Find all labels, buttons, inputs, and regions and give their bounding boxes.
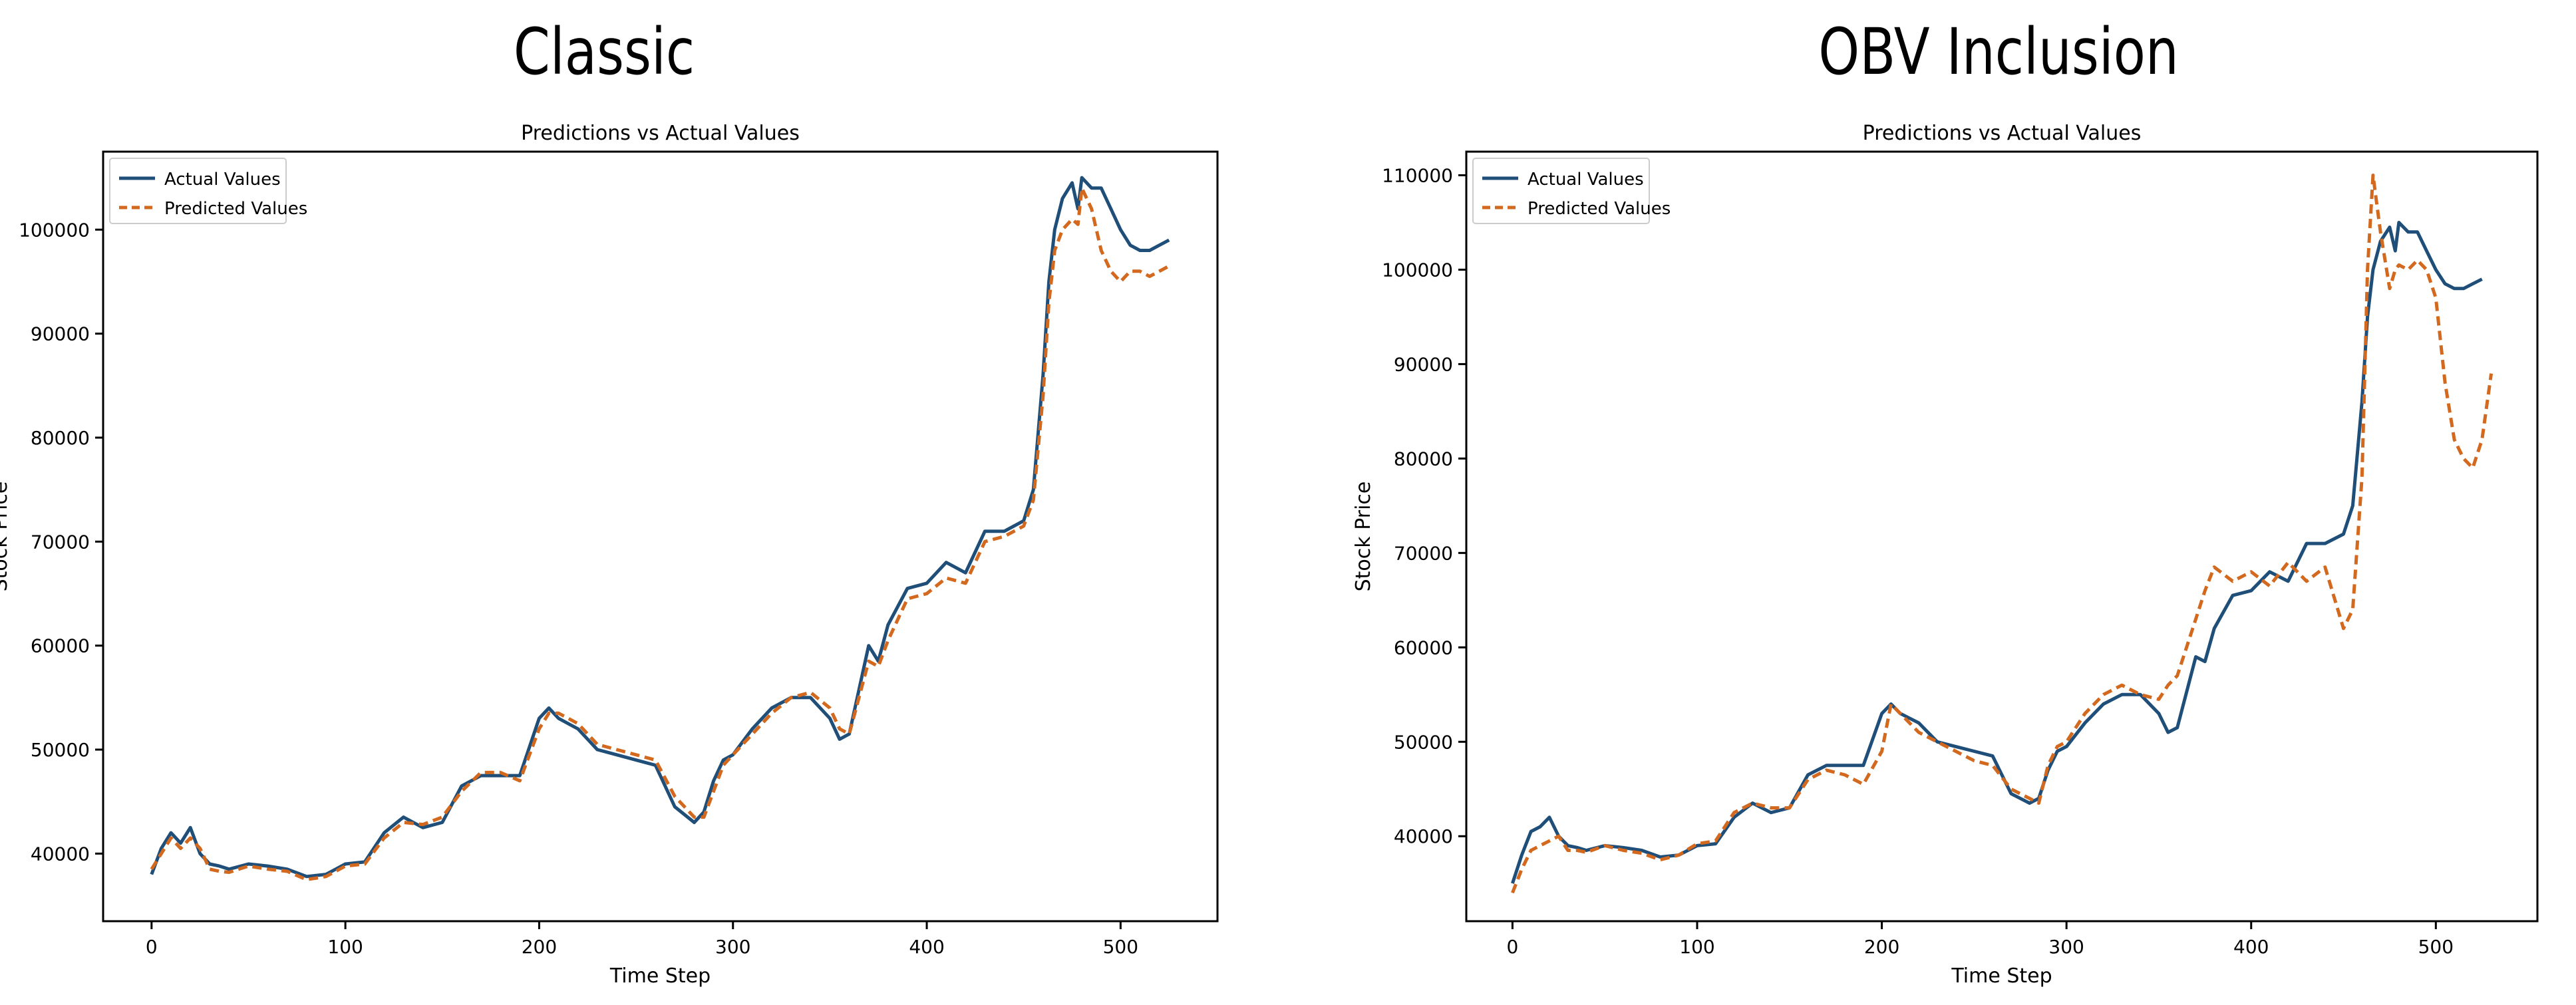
y-tick-label: 100000 xyxy=(1382,259,1453,281)
chart-panel-classic: Classic Predictions vs Actual Values 0 100… xyxy=(0,15,1219,988)
x-tick-label: 200 xyxy=(1864,936,1899,958)
legend-box xyxy=(1472,158,1650,224)
chart-svg: Predictions vs Actual Values 0 100 200 300 40… xyxy=(1352,122,2539,988)
legend-label-actual: Actual Values xyxy=(164,170,281,190)
y-tick-label: 90000 xyxy=(31,323,90,345)
legend-box xyxy=(109,158,287,224)
series-line-predicted xyxy=(150,186,1170,881)
y-tick-label: 80000 xyxy=(1394,448,1453,470)
plot-frame xyxy=(102,150,1219,923)
y-tick-label: 60000 xyxy=(1394,637,1453,658)
panel-title: OBV Inclusion xyxy=(1818,15,2179,89)
y-tick-label: 40000 xyxy=(1394,825,1453,847)
x-axis-label: Time Step xyxy=(1951,964,2052,988)
chart-svg: Predictions vs Actual Values 0 100 200 300 40… xyxy=(0,122,1219,988)
x-tick-label: 0 xyxy=(146,936,158,958)
plot-title: Predictions vs Actual Values xyxy=(521,122,800,145)
series-line-actual xyxy=(150,176,1170,879)
plot-title: Predictions vs Actual Values xyxy=(1863,122,2142,145)
plot-frame xyxy=(1465,150,2539,923)
x-tick-label: 200 xyxy=(522,936,557,958)
x-axis-label: Time Step xyxy=(609,964,711,988)
x-tick-label: 300 xyxy=(2048,936,2084,958)
legend-label-predicted: Predicted Values xyxy=(164,199,307,219)
y-tick-label: 100000 xyxy=(19,219,90,241)
legend-label-predicted: Predicted Values xyxy=(1528,199,1671,219)
x-tick-label: 400 xyxy=(909,936,944,958)
y-tick-label: 70000 xyxy=(31,531,90,553)
y-tick-label: 40000 xyxy=(31,843,90,865)
panel-title: Classic xyxy=(513,15,695,89)
y-tick-label: 50000 xyxy=(31,739,90,761)
x-tick-label: 100 xyxy=(327,936,363,958)
y-tick-label: 90000 xyxy=(1394,353,1453,375)
y-tick-label: 60000 xyxy=(31,635,90,657)
chart-panel-obv-inclusion: OBV Inclusion Predictions vs Actual Valu… xyxy=(1288,0,2576,1005)
y-tick-label: 110000 xyxy=(1382,164,1453,186)
y-tick-label: 80000 xyxy=(31,427,90,449)
x-tick-label: 100 xyxy=(1679,936,1714,958)
y-tick-label: 70000 xyxy=(1394,542,1453,564)
x-tick-label: 500 xyxy=(2418,936,2454,958)
series-line-predicted xyxy=(1511,174,2494,894)
x-tick-label: 400 xyxy=(2233,936,2269,958)
legend-label-actual: Actual Values xyxy=(1528,170,1644,190)
y-axis-label: Stock Price xyxy=(1352,482,1375,592)
y-tick-label: 50000 xyxy=(1394,731,1453,753)
x-tick-label: 500 xyxy=(1103,936,1138,958)
y-axis-label: Stock Price xyxy=(0,482,12,592)
series-line-actual xyxy=(1511,221,2483,884)
x-tick-label: 0 xyxy=(1506,936,1518,958)
x-tick-label: 300 xyxy=(715,936,750,958)
